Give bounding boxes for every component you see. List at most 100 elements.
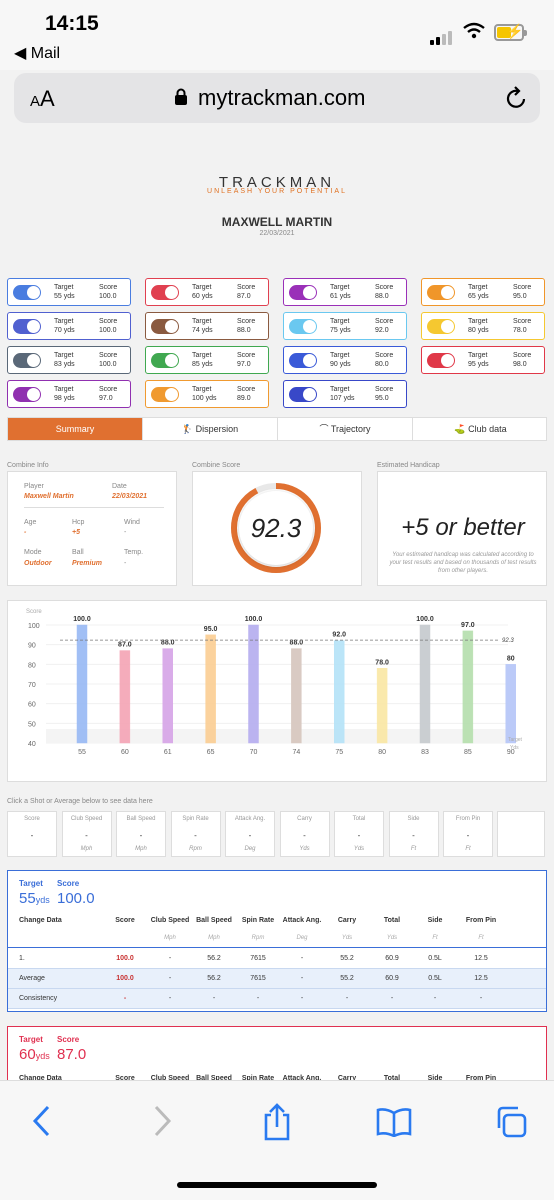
metric-label: Attack Ang. [234, 816, 266, 822]
shot-toggle-card[interactable]: Target 85 yds Score 97.0 [145, 346, 269, 374]
metric-unit: Ft [410, 846, 417, 852]
shot-score-value: 88.0 [375, 293, 389, 300]
bar-value-label: 97.0 [461, 622, 475, 629]
shot-toggle-switch[interactable] [427, 319, 455, 334]
metric-cell: Carry - Yds [279, 811, 330, 857]
metric-unit: Rpm [189, 846, 202, 852]
shot-toggle-card[interactable]: Target 65 yds Score 95.0 [421, 278, 545, 306]
shot-toggle-switch[interactable] [289, 285, 317, 300]
table-row[interactable] [8, 989, 546, 1009]
table-cell: - [433, 995, 437, 1002]
tabs-icon[interactable] [494, 1105, 528, 1139]
metric-cell: From Pin - Ft [443, 811, 493, 857]
shot-toggle-switch[interactable] [13, 387, 41, 402]
shot-toggle-switch[interactable] [427, 353, 455, 368]
metric-cell: Total - Yds [334, 811, 384, 857]
shot-toggle-card[interactable]: Target 107 yds Score 95.0 [283, 380, 407, 408]
shot-score-value: 89.0 [237, 395, 251, 402]
column-header: Carry [337, 1075, 357, 1080]
shot-toggle-switch[interactable] [289, 353, 317, 368]
divider [24, 507, 164, 508]
column-header: Side [427, 917, 443, 924]
share-icon[interactable] [262, 1103, 292, 1141]
shot-toggle-card[interactable]: Target 75 yds Score 92.0 [283, 312, 407, 340]
bookmarks-icon[interactable] [376, 1107, 412, 1137]
tab-club-data[interactable]: ⛳ Club data [413, 418, 548, 440]
table-cell: - [256, 995, 260, 1002]
bar-value-label: 87.0 [118, 642, 132, 649]
shot-toggle-switch[interactable] [151, 387, 179, 402]
home-indicator [177, 1182, 377, 1188]
shot-toggle-switch[interactable] [289, 319, 317, 334]
chart-bar [505, 664, 516, 744]
chart-baseline-band [46, 729, 508, 743]
ball-value: Premium [72, 560, 102, 567]
tab-trajectory[interactable]: ⌒ Trajectory [278, 418, 413, 440]
hcp-label: Hcp [72, 519, 85, 526]
forward-icon[interactable] [150, 1103, 174, 1139]
shot-toggle-card[interactable]: Target 61 yds Score 88.0 [283, 278, 407, 306]
chart-bar [291, 648, 302, 744]
back-to-mail-link[interactable]: ◀ Mail [14, 45, 61, 62]
table-cell: - [345, 995, 349, 1002]
target-number: 55 [19, 890, 36, 907]
y-tick-label: 90 [28, 643, 36, 650]
safari-toolbar [0, 1080, 554, 1200]
metric-cell: Club Speed - Mph [61, 811, 112, 857]
shot-target-value: 85 yds [192, 361, 213, 368]
table-cell: 55.2 [340, 955, 354, 962]
target-card-60[interactable]: Target Score 60yds 87.0 Change Data Score… [7, 1026, 547, 1080]
shot-toggle-switch[interactable] [151, 353, 179, 368]
metric-unit: Yds [353, 846, 365, 852]
change-data-header[interactable]: Change Data [19, 917, 62, 924]
shot-toggle-card[interactable]: Target 98 yds Score 97.0 [7, 380, 131, 408]
shot-target-label: Target [192, 352, 212, 359]
bar-value-label: 100.0 [416, 616, 434, 623]
column-header: Attack Ang. [282, 1075, 322, 1080]
shot-toggle-switch[interactable] [13, 285, 41, 300]
column-header: Ball Speed [196, 1075, 232, 1080]
table-row[interactable] [8, 969, 546, 989]
shot-toggle-switch[interactable] [151, 319, 179, 334]
reload-icon[interactable] [504, 85, 528, 111]
shot-toggle-card[interactable]: Target 55 yds Score 100.0 [7, 278, 131, 306]
column-unit: Yds [341, 935, 353, 941]
text-size-button[interactable]: AA [30, 86, 55, 111]
tab-dispersion[interactable]: 🏌 Dispersion [143, 418, 278, 440]
shot-toggle-switch[interactable] [151, 285, 179, 300]
metric-value: - [85, 831, 88, 840]
shot-toggle-card[interactable]: Target 90 yds Score 80.0 [283, 346, 407, 374]
shot-toggle-card[interactable]: Target 70 yds Score 100.0 [7, 312, 131, 340]
back-icon[interactable] [30, 1103, 54, 1139]
url-text: mytrackman.com [198, 85, 366, 110]
handicap-card: +5 or better Your estimated handicap was… [377, 471, 547, 586]
tab-label: Summary [55, 424, 95, 434]
table-cell: 7615 [250, 955, 266, 962]
shot-toggle-card[interactable]: Target 83 yds Score 100.0 [7, 346, 131, 374]
target-card-55[interactable]: Target Score 55yds 100.0 Change Data Scor… [7, 870, 547, 1012]
shot-toggle-card[interactable]: Target 100 yds Score 89.0 [145, 380, 269, 408]
shot-target-value: 75 yds [330, 327, 351, 334]
shot-toggle-card[interactable]: Target 74 yds Score 88.0 [145, 312, 269, 340]
shot-toggle-switch[interactable] [289, 387, 317, 402]
shot-target-label: Target [330, 284, 350, 291]
shot-toggle-switch[interactable] [13, 319, 41, 334]
shot-target-value: 61 yds [330, 293, 351, 300]
tab-summary[interactable]: Summary [8, 418, 143, 440]
shot-toggle-card[interactable]: Target 80 yds Score 78.0 [421, 312, 545, 340]
shot-toggle-switch[interactable] [427, 285, 455, 300]
x-tick-label: 65 [207, 749, 215, 756]
shot-toggle-card[interactable]: Target 95 yds Score 98.0 [421, 346, 545, 374]
shot-target-value: 107 yds [330, 395, 355, 402]
change-data-header[interactable]: Change Data [19, 1075, 62, 1080]
shot-toggle-switch[interactable] [13, 353, 41, 368]
table-cell: 56.2 [207, 975, 221, 982]
battery-icon: ⚡ [494, 23, 527, 41]
ball-label: Ball [72, 549, 84, 556]
address-bar[interactable]: AA mytrackman.com [14, 73, 540, 123]
shot-score-value: 98.0 [513, 361, 527, 368]
table-row[interactable] [8, 949, 546, 969]
shot-toggle-card[interactable]: Target 60 yds Score 87.0 [145, 278, 269, 306]
metric-label: Side [407, 816, 420, 822]
back-app-label: Mail [30, 45, 61, 62]
